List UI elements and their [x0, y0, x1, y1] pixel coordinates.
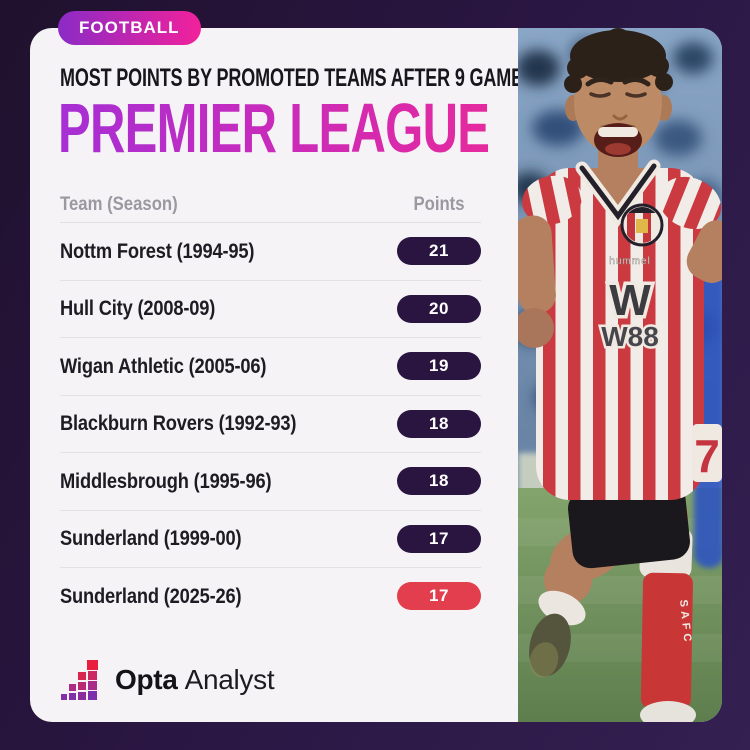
team-season-label: Sunderland (1999-00)	[60, 526, 242, 551]
column-header-team: Team (Season)	[60, 194, 178, 215]
opta-logo-icon	[61, 660, 98, 700]
team-season-label: Nottm Forest (1994-95)	[60, 238, 255, 263]
points-badge: 18	[397, 409, 481, 438]
table-row: Sunderland (1999-00) 17	[60, 511, 481, 568]
content-card: MOST POINTS BY PROMOTED TEAMS AFTER 9 GA…	[30, 28, 722, 722]
shirt-number: 7	[694, 430, 720, 482]
player: SAFC 7	[518, 28, 722, 722]
table-row: Hull City (2008-09) 20	[60, 281, 481, 338]
boot-front	[640, 701, 696, 722]
team-season-label: Middlesbrough (1995-96)	[60, 468, 272, 493]
brand-name: Opta Analyst	[115, 664, 275, 695]
points-badge: 21	[397, 237, 481, 266]
table-rows: Nottm Forest (1994-95) 21 Hull City (200…	[60, 223, 481, 625]
player-head	[564, 28, 673, 157]
table-row: Blackburn Rovers (1992-93) 18	[60, 396, 481, 453]
page-title: PREMIER LEAGUE	[58, 89, 490, 167]
points-badge: 17	[397, 582, 481, 611]
team-season-label: Blackburn Rovers (1992-93)	[60, 411, 297, 436]
team-season-label: Wigan Athletic (2005-06)	[60, 353, 267, 378]
striped-shirt	[536, 168, 704, 500]
shorts	[568, 481, 690, 569]
points-badge: 19	[397, 352, 481, 381]
sponsor-text: W88	[601, 321, 659, 352]
sock-text: SAFC	[677, 599, 694, 646]
table-header: Team (Season) Points	[60, 188, 481, 223]
table-row: Wigan Athletic (2005-06) 19	[60, 338, 481, 396]
team-season-label: Sunderland (2025-26)	[60, 583, 242, 608]
table-row: Sunderland (2025-26) 17	[60, 568, 481, 625]
kit-maker-text: hummel	[609, 256, 651, 267]
points-badge: 20	[397, 294, 481, 323]
points-table: Team (Season) Points Nottm Forest (1994-…	[60, 188, 481, 625]
points-badge: 18	[397, 467, 481, 496]
table-row: Middlesbrough (1995-96) 18	[60, 453, 481, 511]
sponsor-w-logo: W	[609, 276, 651, 325]
column-header-points: Points	[413, 194, 465, 215]
fist	[518, 308, 554, 348]
infographic-subtitle: MOST POINTS BY PROMOTED TEAMS AFTER 9 GA…	[60, 64, 535, 92]
player-photo: SAFC 7	[518, 28, 722, 722]
table-row: Nottm Forest (1994-95) 21	[60, 223, 481, 281]
brand-footer: Opta Analyst	[60, 659, 275, 701]
club-crest	[620, 203, 664, 247]
team-season-label: Hull City (2008-09)	[60, 296, 216, 321]
category-badge: FOOTBALL	[58, 11, 201, 45]
red-sock	[640, 572, 693, 710]
points-badge: 17	[397, 524, 481, 553]
